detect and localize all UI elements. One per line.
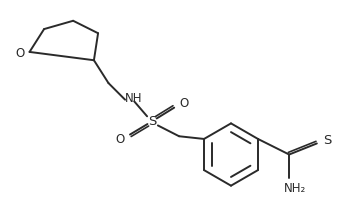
Text: S: S [148, 115, 156, 128]
Text: O: O [115, 133, 124, 146]
Text: O: O [180, 97, 189, 110]
Text: O: O [15, 47, 25, 60]
Text: NH₂: NH₂ [284, 183, 307, 195]
Text: NH: NH [125, 92, 142, 105]
Text: S: S [323, 134, 332, 147]
